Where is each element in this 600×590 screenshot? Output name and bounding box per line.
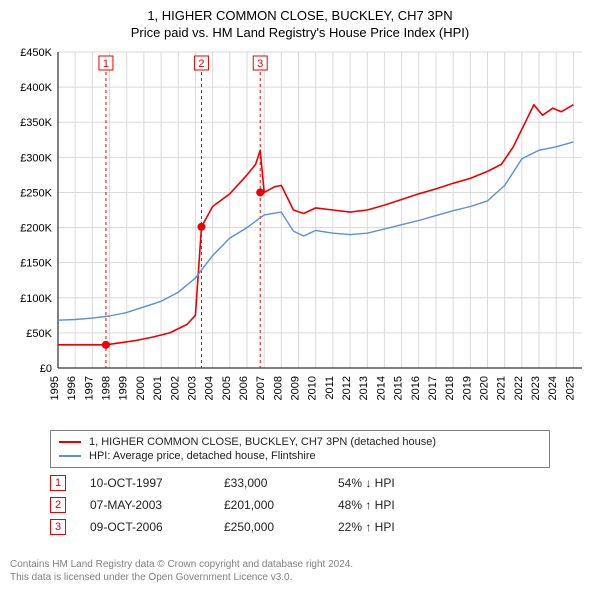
legend-label-property: 1, HIGHER COMMON CLOSE, BUCKLEY, CH7 3PN…	[89, 436, 436, 448]
sale-number-badge: 1	[50, 475, 66, 491]
svg-text:1996: 1996	[66, 376, 78, 400]
sales-row: 3 09-OCT-2006 £250,000 22% ↑ HPI	[50, 519, 395, 535]
svg-text:2015: 2015	[393, 376, 405, 400]
svg-text:2024: 2024	[547, 376, 559, 400]
sale-date: 07-MAY-2003	[90, 498, 200, 512]
svg-text:1997: 1997	[83, 376, 95, 400]
sale-number-badge: 2	[50, 497, 66, 513]
sale-date: 10-OCT-1997	[90, 476, 200, 490]
svg-text:2009: 2009	[290, 376, 302, 400]
svg-text:£250K: £250K	[20, 187, 52, 199]
svg-text:2016: 2016	[410, 376, 422, 400]
legend: 1, HIGHER COMMON CLOSE, BUCKLEY, CH7 3PN…	[50, 430, 550, 468]
attribution: Contains HM Land Registry data © Crown c…	[10, 558, 590, 584]
svg-text:2002: 2002	[169, 376, 181, 400]
svg-text:£150K: £150K	[20, 258, 52, 270]
title-line2: Price paid vs. HM Land Registry's House …	[0, 25, 600, 40]
svg-text:2023: 2023	[530, 376, 542, 400]
sale-date: 09-OCT-2006	[90, 520, 200, 534]
svg-text:3: 3	[257, 58, 263, 70]
svg-text:2006: 2006	[238, 376, 250, 400]
svg-text:1999: 1999	[118, 376, 130, 400]
sale-diff: 22% ↑ HPI	[338, 520, 395, 534]
svg-text:2017: 2017	[427, 376, 439, 400]
svg-text:£350K: £350K	[20, 117, 52, 129]
legend-swatch-property	[59, 441, 81, 443]
svg-text:£300K: £300K	[20, 152, 52, 164]
svg-text:2000: 2000	[135, 376, 147, 400]
svg-text:2018: 2018	[444, 376, 456, 400]
sales-table: 1 10-OCT-1997 £33,000 54% ↓ HPI 2 07-MAY…	[50, 475, 395, 541]
legend-swatch-hpi	[59, 455, 81, 457]
svg-text:2014: 2014	[375, 376, 387, 400]
svg-text:1998: 1998	[101, 376, 113, 400]
svg-text:£200K: £200K	[20, 223, 52, 235]
svg-text:2007: 2007	[255, 376, 267, 400]
svg-text:£0: £0	[40, 363, 52, 375]
svg-text:2019: 2019	[461, 376, 473, 400]
legend-item-property: 1, HIGHER COMMON CLOSE, BUCKLEY, CH7 3PN…	[59, 435, 541, 449]
svg-text:£100K: £100K	[20, 293, 52, 305]
svg-text:2011: 2011	[324, 376, 336, 400]
sale-diff: 48% ↑ HPI	[338, 498, 395, 512]
svg-text:2004: 2004	[204, 376, 216, 400]
svg-text:1: 1	[103, 58, 109, 70]
svg-text:£50K: £50K	[26, 328, 52, 340]
svg-text:2012: 2012	[341, 376, 353, 400]
svg-text:2025: 2025	[564, 376, 576, 400]
legend-label-hpi: HPI: Average price, detached house, Flin…	[89, 450, 316, 462]
sale-number-badge: 3	[50, 519, 66, 535]
sale-price: £201,000	[224, 498, 314, 512]
svg-text:2005: 2005	[221, 376, 233, 400]
sale-diff: 54% ↓ HPI	[338, 476, 395, 490]
svg-text:2021: 2021	[496, 376, 508, 400]
price-chart: £0 £50K £100K £150K £200K £250K £300K £350K £400…	[10, 48, 590, 418]
svg-text:£450K: £450K	[20, 48, 52, 59]
sales-row: 2 07-MAY-2003 £201,000 48% ↑ HPI	[50, 497, 395, 513]
title-line1: 1, HIGHER COMMON CLOSE, BUCKLEY, CH7 3PN	[0, 8, 600, 23]
svg-text:2022: 2022	[513, 376, 525, 400]
svg-text:2020: 2020	[479, 376, 491, 400]
svg-text:£400K: £400K	[20, 82, 52, 94]
svg-text:1995: 1995	[49, 376, 61, 400]
svg-text:2008: 2008	[272, 376, 284, 400]
svg-text:2010: 2010	[307, 376, 319, 400]
sale-price: £250,000	[224, 520, 314, 534]
legend-item-hpi: HPI: Average price, detached house, Flin…	[59, 449, 541, 463]
sales-row: 1 10-OCT-1997 £33,000 54% ↓ HPI	[50, 475, 395, 491]
svg-text:2013: 2013	[358, 376, 370, 400]
attribution-line1: Contains HM Land Registry data © Crown c…	[10, 558, 590, 571]
svg-text:2: 2	[198, 58, 204, 70]
attribution-line2: This data is licensed under the Open Gov…	[10, 571, 590, 584]
svg-text:2001: 2001	[152, 376, 164, 400]
sale-price: £33,000	[224, 476, 314, 490]
svg-text:2003: 2003	[186, 376, 198, 400]
chart-titles: 1, HIGHER COMMON CLOSE, BUCKLEY, CH7 3PN…	[0, 0, 600, 40]
